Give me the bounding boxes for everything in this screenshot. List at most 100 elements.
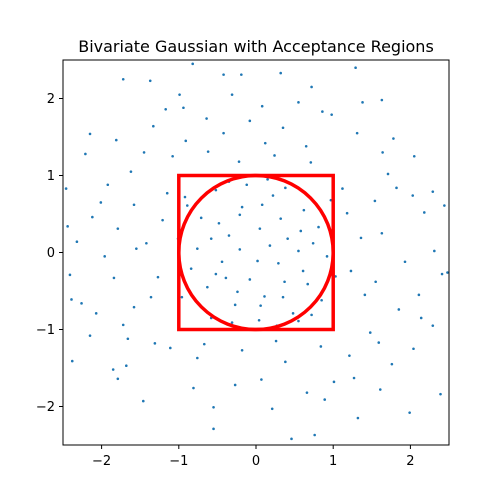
data-point bbox=[227, 234, 231, 237]
data-point bbox=[433, 249, 436, 253]
data-point bbox=[408, 411, 411, 414]
data-point bbox=[268, 244, 272, 247]
data-point bbox=[191, 62, 194, 66]
y-tick-label: −1 bbox=[36, 323, 55, 338]
data-point bbox=[270, 407, 274, 411]
data-point bbox=[135, 247, 138, 250]
data-point bbox=[395, 186, 398, 190]
data-point bbox=[156, 275, 160, 279]
data-point bbox=[306, 282, 310, 286]
data-point bbox=[297, 101, 300, 104]
acceptance-regions bbox=[177, 173, 335, 332]
data-point bbox=[377, 341, 381, 344]
data-point bbox=[153, 342, 157, 345]
data-point bbox=[183, 195, 187, 199]
data-point bbox=[283, 280, 286, 284]
data-point bbox=[199, 216, 203, 220]
data-point bbox=[419, 316, 423, 320]
data-point bbox=[248, 119, 252, 123]
data-point bbox=[392, 137, 395, 140]
data-point bbox=[263, 141, 267, 145]
data-point bbox=[325, 255, 329, 258]
data-point bbox=[125, 364, 128, 367]
data-point bbox=[141, 399, 145, 403]
chart-title: Bivariate Gaussian with Acceptance Regio… bbox=[78, 37, 434, 56]
data-point bbox=[257, 318, 261, 322]
data-point bbox=[313, 433, 316, 437]
data-point bbox=[220, 260, 224, 264]
data-point bbox=[142, 151, 146, 154]
data-point bbox=[222, 73, 225, 76]
data-point bbox=[112, 276, 116, 280]
data-point bbox=[423, 211, 426, 214]
data-point bbox=[304, 144, 308, 148]
data-point bbox=[260, 104, 264, 108]
data-point bbox=[355, 131, 359, 135]
data-point bbox=[202, 342, 206, 346]
data-point bbox=[171, 154, 174, 158]
data-point bbox=[284, 186, 287, 190]
data-point bbox=[152, 124, 155, 128]
data-point bbox=[145, 241, 148, 245]
data-point bbox=[431, 324, 435, 327]
data-point bbox=[260, 203, 264, 207]
circle-acceptance-region bbox=[177, 173, 335, 332]
data-point bbox=[196, 247, 199, 250]
data-point bbox=[161, 218, 164, 222]
data-point bbox=[439, 392, 442, 396]
data-point bbox=[233, 303, 237, 307]
data-point bbox=[88, 334, 92, 337]
data-point bbox=[88, 132, 92, 136]
data-point bbox=[279, 71, 283, 75]
data-point bbox=[91, 215, 94, 219]
data-point bbox=[238, 213, 242, 217]
y-tick-label: 0 bbox=[47, 246, 55, 261]
data-point bbox=[68, 273, 72, 277]
x-tick-label: −1 bbox=[169, 454, 188, 469]
data-point bbox=[182, 106, 185, 110]
data-point bbox=[148, 79, 152, 83]
data-point bbox=[206, 150, 210, 153]
y-tick-label: −2 bbox=[36, 400, 55, 415]
data-point bbox=[248, 278, 252, 281]
data-point bbox=[412, 154, 416, 158]
data-point bbox=[345, 211, 349, 215]
data-point bbox=[320, 298, 323, 302]
data-point bbox=[238, 248, 242, 251]
data-point bbox=[116, 227, 120, 230]
data-point bbox=[310, 85, 313, 89]
data-point bbox=[230, 321, 234, 324]
data-point bbox=[70, 359, 74, 363]
data-point bbox=[212, 427, 215, 431]
data-point bbox=[266, 178, 269, 181]
y-tick-label: 2 bbox=[47, 92, 55, 107]
data-point bbox=[373, 199, 377, 203]
data-point bbox=[103, 255, 106, 258]
data-point bbox=[311, 241, 315, 245]
data-point bbox=[106, 183, 110, 187]
data-point bbox=[245, 183, 249, 187]
data-point bbox=[397, 308, 401, 311]
data-point bbox=[80, 302, 83, 305]
data-point bbox=[386, 172, 390, 176]
data-point bbox=[302, 208, 306, 212]
data-point bbox=[277, 261, 280, 265]
data-point bbox=[256, 259, 259, 263]
data-point bbox=[297, 319, 300, 323]
data-point bbox=[323, 398, 327, 401]
data-point bbox=[126, 337, 130, 341]
data-point bbox=[390, 362, 394, 366]
data-point bbox=[356, 416, 360, 420]
data-point bbox=[149, 295, 153, 299]
data-point bbox=[184, 139, 188, 143]
x-tick-label: −2 bbox=[92, 454, 111, 469]
data-point bbox=[189, 267, 193, 270]
data-point bbox=[341, 187, 344, 190]
data-point bbox=[99, 201, 103, 204]
data-point bbox=[75, 240, 79, 244]
data-point bbox=[352, 376, 356, 380]
data-point bbox=[279, 217, 283, 220]
data-point bbox=[70, 298, 73, 301]
